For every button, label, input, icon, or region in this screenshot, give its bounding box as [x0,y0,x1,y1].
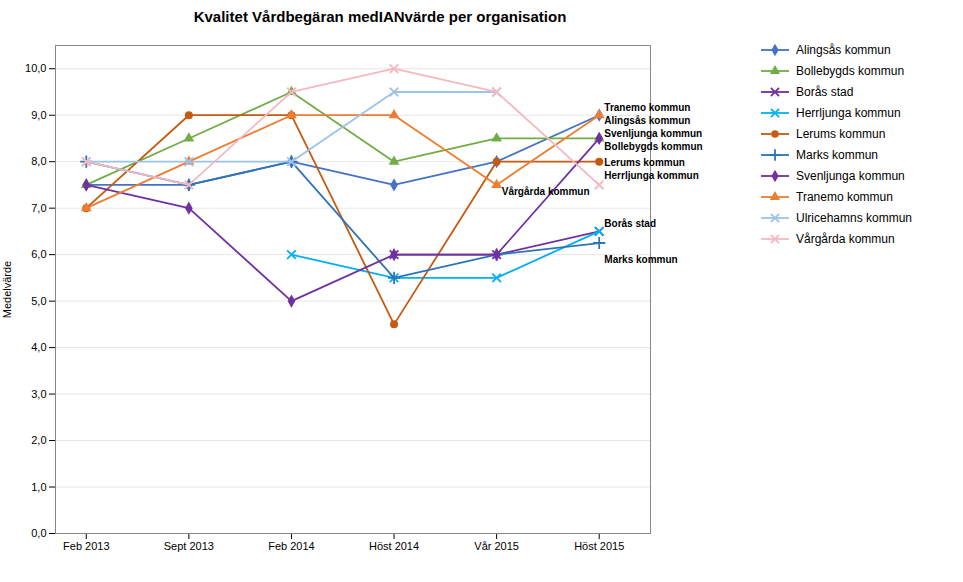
svg-text:Feb 2014: Feb 2014 [268,540,314,552]
svg-text:0,0: 0,0 [31,527,46,539]
svg-text:7,0: 7,0 [31,202,46,214]
svg-text:2,0: 2,0 [31,434,46,446]
html-text:Kvalitet Vårdbegäran medIANvär: Kvalitet Vårdbegäran medIANvärde per org… [193,8,567,25]
svg-text:Tranemo kommun: Tranemo kommun [604,102,690,113]
svg-text:Herrljunga kommun: Herrljunga kommun [604,170,698,181]
html-text:Bollebygds kommun: Bollebygds kommun [796,64,905,78]
html-text:Svenljunga kommun: Svenljunga kommun [796,169,905,183]
svg-text:Höst 2015: Höst 2015 [574,540,624,552]
svg-text:5,0: 5,0 [31,295,46,307]
html-text:Vårgårda kommun: Vårgårda kommun [796,232,895,246]
svg-text:8,0: 8,0 [31,155,46,167]
svg-text:Höst 2014: Höst 2014 [369,540,419,552]
svg-text:Feb 2013: Feb 2013 [63,540,109,552]
svg-text:Vår 2015: Vår 2015 [474,540,519,552]
svg-text:9,0: 9,0 [31,109,46,121]
svg-text:Borås stad: Borås stad [604,218,656,229]
svg-text:Sept 2013: Sept 2013 [164,540,214,552]
svg-text:Medelvärde: Medelvärde [1,261,13,318]
html-text:Borås stad: Borås stad [796,85,854,99]
html-text:Lerums kommun: Lerums kommun [796,127,886,141]
svg-text:Marks kommun: Marks kommun [604,254,677,265]
html-text:Alingsås kommun: Alingsås kommun [796,43,891,57]
html-text:Herrljunga kommun: Herrljunga kommun [796,106,901,120]
svg-text:3,0: 3,0 [31,388,46,400]
svg-text:Lerums kommun: Lerums kommun [604,157,685,168]
html-text:Ulricehamns kommun: Ulricehamns kommun [796,211,912,225]
svg-text:Svenljunga kommun: Svenljunga kommun [604,128,702,139]
svg-text:Vårgårda kommun: Vårgårda kommun [502,186,590,197]
svg-text:Alingsås kommun: Alingsås kommun [604,115,690,126]
html-text:Marks kommun: Marks kommun [796,148,878,162]
svg-text:4,0: 4,0 [31,341,46,353]
svg-text:1,0: 1,0 [31,481,46,493]
svg-text:6,0: 6,0 [31,248,46,260]
html-text:Tranemo kommun: Tranemo kommun [796,190,893,204]
svg-text:Bollebygds kommun: Bollebygds kommun [604,141,702,152]
svg-text:10,0: 10,0 [25,62,46,74]
